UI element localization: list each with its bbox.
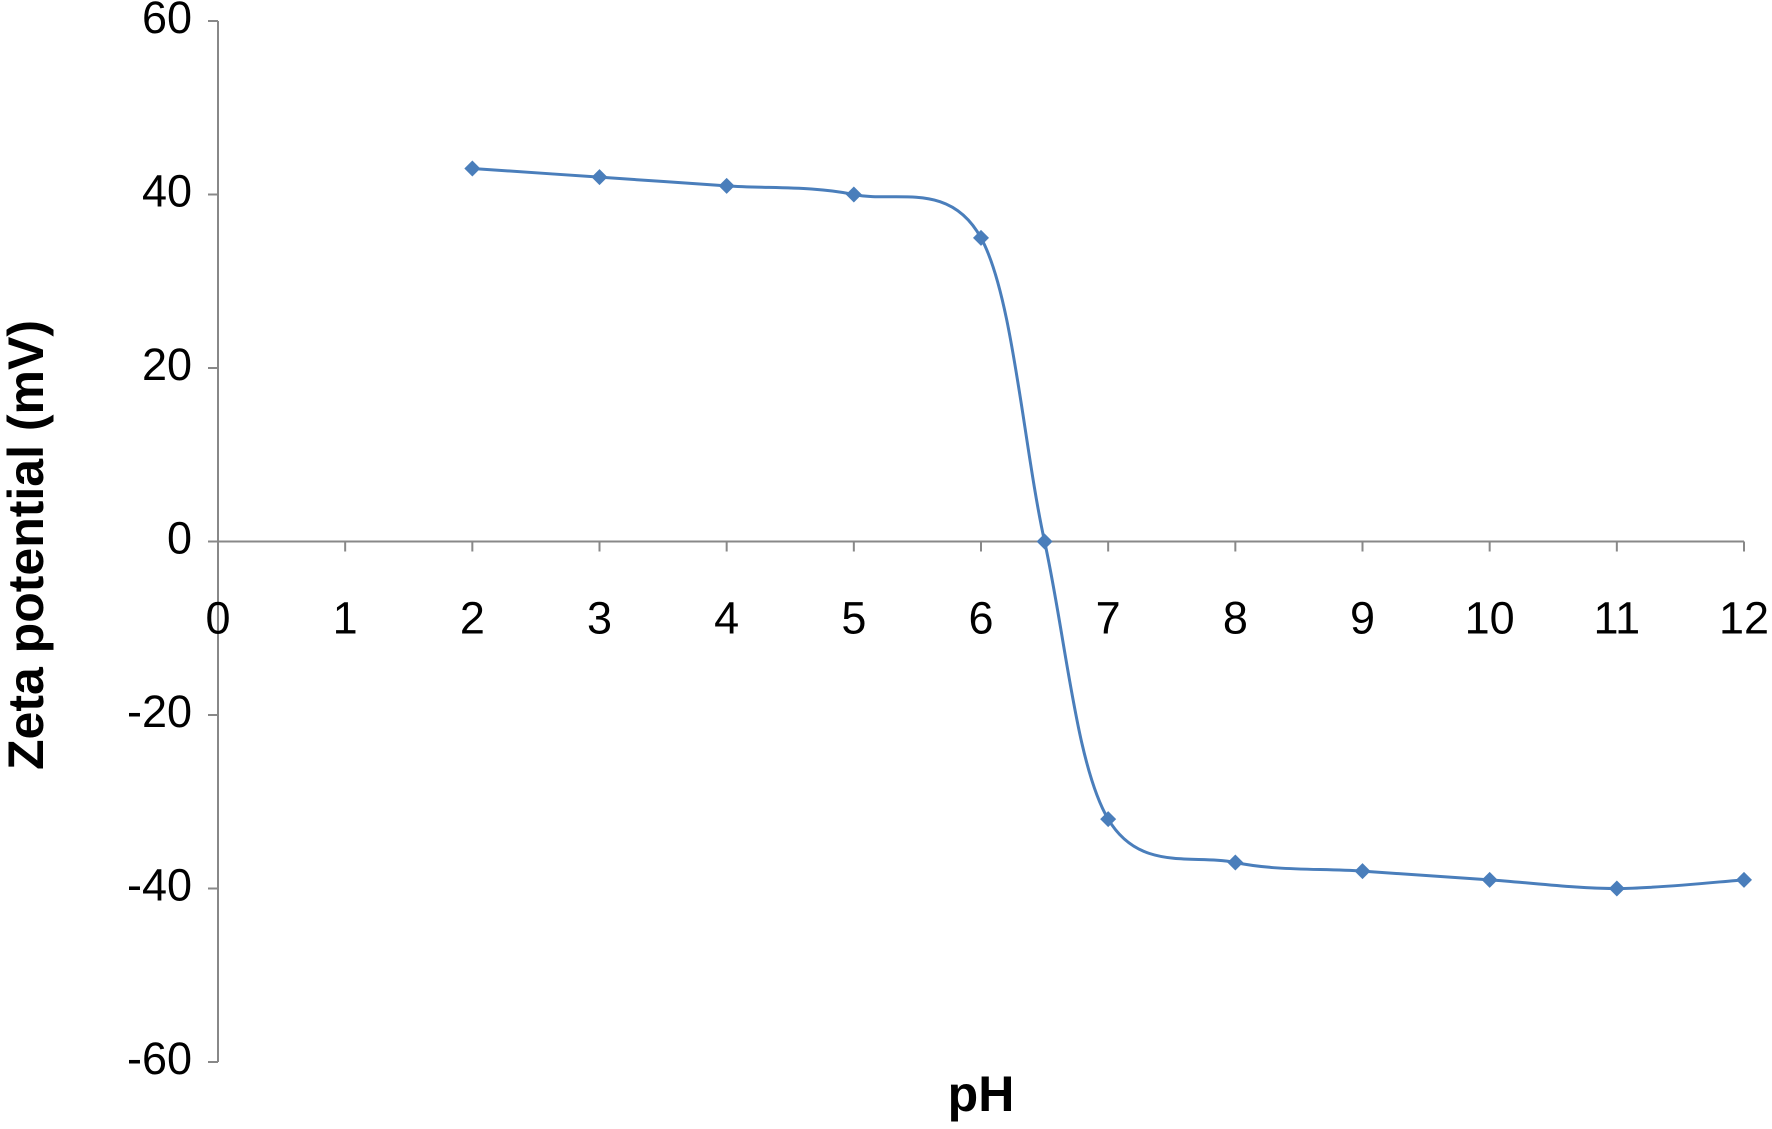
data-point	[973, 229, 989, 246]
x-tick-label: 7	[1096, 592, 1121, 643]
data-point	[845, 186, 862, 203]
x-tick-label: 6	[968, 592, 993, 643]
data-point	[718, 177, 735, 194]
y-tick-label: 60	[142, 0, 192, 43]
x-tick-label: 4	[714, 592, 739, 643]
data-point	[1036, 533, 1053, 550]
data-point	[464, 160, 481, 177]
y-tick-label: 40	[142, 165, 192, 216]
data-point	[591, 169, 608, 186]
x-tick-label: 3	[587, 592, 612, 643]
x-tick-label: 10	[1465, 592, 1515, 643]
y-tick-label: -40	[127, 859, 192, 910]
y-axis-label: Zeta potential (mV)	[0, 320, 54, 770]
x-tick-label: 9	[1350, 592, 1375, 643]
data-point	[1354, 863, 1371, 880]
x-tick-label: 0	[205, 592, 230, 643]
x-tick-label: 11	[1593, 592, 1640, 643]
y-tick-label: 0	[167, 512, 192, 563]
x-tick-label: 5	[841, 592, 866, 643]
data-point	[1100, 811, 1117, 828]
x-tick-label: 8	[1223, 592, 1248, 643]
x-tick-label: 2	[460, 592, 485, 643]
x-tick-label: 12	[1719, 592, 1769, 643]
y-tick-label: -60	[127, 1033, 192, 1084]
y-tick-label: -20	[127, 686, 192, 737]
data-line	[472, 166, 1745, 891]
data-point	[1608, 880, 1625, 897]
x-axis-label: pH	[948, 1066, 1015, 1122]
x-tick-label: 1	[333, 592, 358, 643]
data-point	[1227, 854, 1244, 871]
data-point	[1481, 871, 1498, 888]
data-point	[1736, 871, 1752, 888]
y-tick-label: 20	[142, 339, 192, 390]
